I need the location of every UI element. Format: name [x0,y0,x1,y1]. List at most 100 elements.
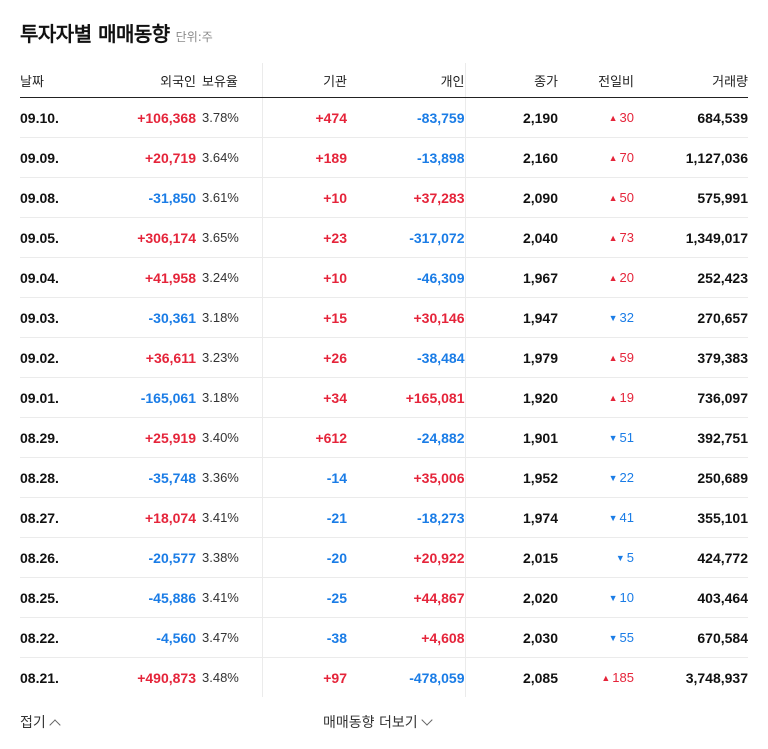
close-price-cell: 1,920 [465,377,558,418]
more-label: 매매동향 더보기 [323,715,418,731]
institution-cell: +15 [262,297,347,338]
change-value: 70 [619,150,634,165]
holding-rate-cell: 3.78% [196,97,263,138]
chevron-up-icon [49,719,61,731]
change-cell: ▲ 30 [558,97,634,138]
triangle-up-icon: ▲ [608,273,618,283]
holding-rate-cell: 3.48% [196,657,263,697]
triangle-down-icon: ▼ [608,313,618,323]
institution-cell: +10 [262,177,347,218]
col-close: 종가 [465,63,558,98]
change-value: 185 [612,670,634,685]
holding-rate-cell: 3.41% [196,577,263,618]
table-row: 08.27. +18,074 3.41% -21 -18,273 1,974 ▼ 41 355,… [20,497,748,538]
volume-cell: 392,751 [634,417,748,458]
foreign-cell: -35,748 [80,457,196,498]
table-header-row: 날짜 외국인 보유율 기관 개인 종가 전일비 거래량 [20,63,748,98]
volume-cell: 424,772 [634,537,748,578]
date-cell: 08.21. [20,669,59,686]
change-cell: ▼ 55 [558,617,634,658]
institution-cell: -25 [262,577,347,618]
foreign-cell: -4,560 [80,617,196,658]
individual-cell: +30,146 [347,297,466,338]
foreign-cell: -30,361 [80,297,196,338]
close-price-cell: 1,947 [465,297,558,338]
change-cell: ▼ 10 [558,577,634,618]
table-row: 09.09. +20,719 3.64% +189 -13,898 2,160 ▲ 70 1,1… [20,137,748,178]
individual-cell: -478,059 [347,657,466,697]
change-cell: ▲ 59 [558,337,634,378]
holding-rate-cell: 3.64% [196,137,263,178]
foreign-cell: -20,577 [80,537,196,578]
table-row: 09.10. +106,368 3.78% +474 -83,759 2,190 ▲ 30 68… [20,97,748,138]
foreign-cell: +106,368 [80,97,196,138]
institution-cell: +23 [262,217,347,258]
institution-cell: +474 [262,97,347,138]
close-price-cell: 1,979 [465,337,558,378]
table-row: 08.25. -45,886 3.41% -25 +44,867 2,020 ▼ 10 403,… [20,577,748,618]
triangle-up-icon: ▲ [601,673,611,683]
col-institution: 기관 [262,63,347,98]
table-row: 08.29. +25,919 3.40% +612 -24,882 1,901 ▼ 51 392… [20,417,748,458]
triangle-down-icon: ▼ [608,513,618,523]
holding-rate-cell: 3.65% [196,217,263,258]
change-cell: ▲ 185 [558,658,634,698]
volume-cell: 252,423 [634,257,748,298]
individual-cell: -24,882 [347,417,466,458]
volume-cell: 355,101 [634,497,748,538]
close-price-cell: 2,190 [465,97,558,138]
close-price-cell: 2,020 [465,577,558,618]
institution-cell: +10 [262,257,347,298]
individual-cell: +165,081 [347,377,466,418]
close-price-cell: 2,030 [465,617,558,658]
fold-button[interactable]: 접기 [20,712,61,732]
table-body: 09.10. +106,368 3.78% +474 -83,759 2,190 ▲ 30 68… [20,97,748,698]
institution-cell: -14 [262,457,347,498]
holding-rate-cell: 3.47% [196,617,263,658]
foreign-cell: +490,873 [137,669,196,686]
change-cell: ▲ 20 [558,257,634,298]
change-value: 59 [619,350,634,365]
change-value: 20 [619,270,634,285]
holding-rate-cell: 3.40% [196,417,263,458]
institution-cell: +34 [262,377,347,418]
fold-label: 접기 [20,715,46,731]
date-cell: 09.05. [20,217,80,258]
volume-cell: 736,097 [634,377,748,418]
col-volume: 거래량 [634,63,748,98]
holding-rate-cell: 3.61% [196,177,263,218]
change-value: 5 [626,550,634,565]
change-cell: ▲ 70 [558,137,634,178]
more-trading-link[interactable]: 매매동향 더보기 [323,712,433,732]
table-row: 08.28. -35,748 3.36% -14 +35,006 1,952 ▼ 22 250,… [20,457,748,498]
col-foreign: 외국인 [80,63,196,98]
volume-cell: 270,657 [634,297,748,338]
holding-rate-cell: 3.18% [196,377,263,418]
panel-header: 투자자별 매매동향 단위:주 [20,18,213,46]
individual-cell: -13,898 [347,137,466,178]
close-price-cell: 1,952 [465,457,558,498]
foreign-cell: -45,886 [80,577,196,618]
institution-cell: +26 [262,337,347,378]
change-cell: ▼ 32 [558,297,634,338]
date-cell: 09.09. [20,137,80,178]
date-cell: 08.22. [20,617,80,658]
holding-rate-cell: 3.38% [196,537,263,578]
close-price-cell: 1,901 [465,417,558,458]
close-price-cell: 1,967 [465,257,558,298]
table-row: 08.22. -4,560 3.47% -38 +4,608 2,030 ▼ 55 670,58… [20,617,748,658]
individual-cell: -83,759 [347,97,466,138]
volume-cell: 575,991 [634,177,748,218]
change-value: 41 [619,510,634,525]
individual-cell: -38,484 [347,337,466,378]
table-row: 09.04. +41,958 3.24% +10 -46,309 1,967 ▲ 20 252,… [20,257,748,298]
change-cell: ▲ 73 [558,217,634,258]
date-cell: 08.26. [20,537,80,578]
triangle-up-icon: ▲ [608,113,618,123]
table-row: 08.26. -20,577 3.38% -20 +20,922 2,015 ▼ 5 424,7… [20,537,748,578]
trading-table: 날짜 외국인 보유율 기관 개인 종가 전일비 거래량 09.10. +106,3… [20,63,748,697]
close-price-cell: 2,040 [465,217,558,258]
individual-cell: +4,608 [347,617,466,658]
holding-rate-cell: 3.41% [196,497,263,538]
